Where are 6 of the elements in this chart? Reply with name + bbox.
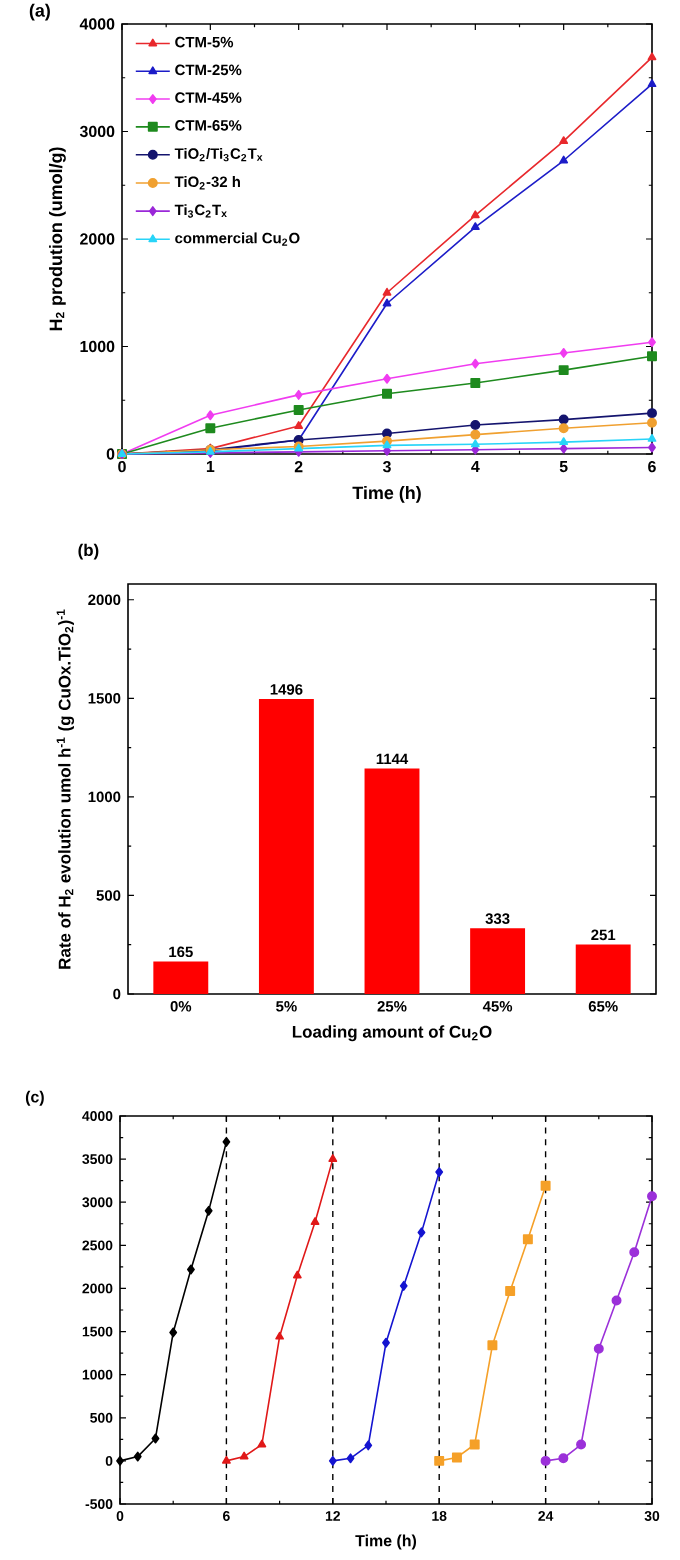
y-axis-title: Rate of H$_{2}$ evolution umol h$^{-1}$ (g CuOx.TiO$_{2}$)$^{-1}$: [56, 609, 75, 969]
chart-title: (a): [29, 3, 50, 21]
x-axis-title: Loading amount of Cu$_{2}$O: [292, 1025, 492, 1042]
x-axis-title: Time (h): [352, 486, 421, 503]
y-axis-title: H$_{2}$ prodution (umol/g): [49, 147, 66, 331]
chart-title: (b): [78, 543, 99, 560]
